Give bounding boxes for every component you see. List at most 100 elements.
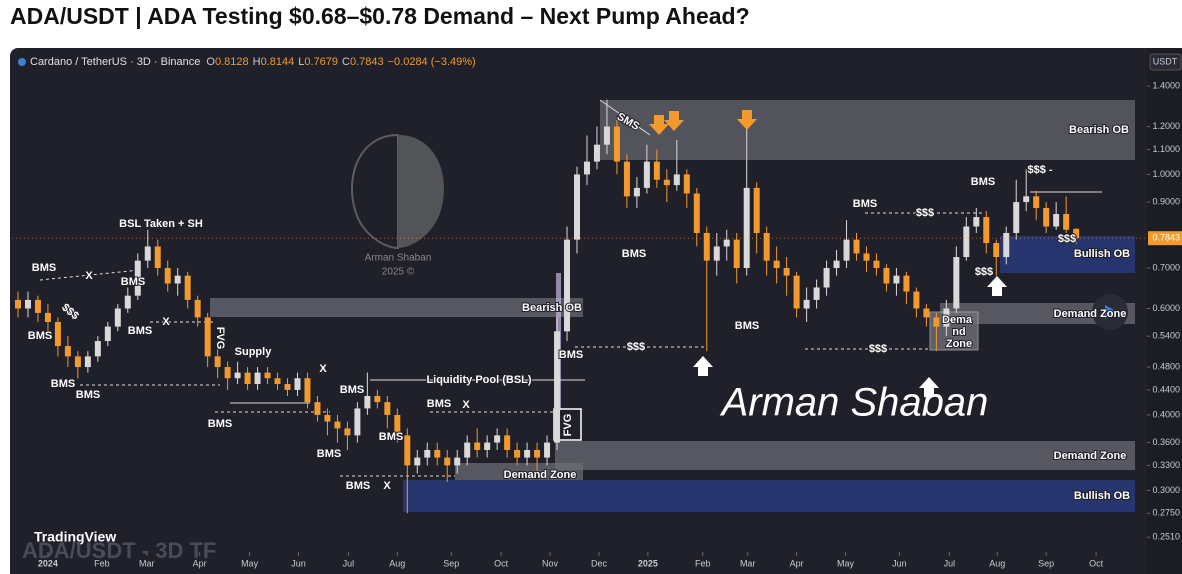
candle-body (494, 435, 501, 443)
y-tick-label: 0.2750 (1152, 508, 1180, 518)
candle-body (583, 161, 590, 175)
annotation: BMS (128, 325, 152, 337)
annotation: X (383, 480, 391, 492)
down-arrow (664, 111, 684, 131)
signature: Arman Shaban (720, 381, 989, 425)
arrows (649, 110, 1007, 397)
annotation: BMS (379, 431, 403, 443)
x-tick-label: Apr (790, 558, 804, 568)
candle-body (304, 378, 311, 403)
candle-body (873, 260, 880, 269)
annotation: BMS (559, 349, 583, 361)
zones (210, 100, 1135, 512)
candle-body (514, 449, 521, 458)
candle-body (44, 312, 51, 322)
legend-value: 0.8144 (261, 56, 295, 68)
candle-body (484, 442, 491, 450)
candle-body (264, 372, 271, 379)
candle-body (334, 421, 341, 429)
x-tick-label: May (241, 558, 259, 568)
candle-body (184, 275, 191, 300)
demand-zone (940, 303, 1135, 324)
candle-body (174, 275, 181, 284)
candle-body (823, 268, 830, 288)
candle-body (554, 331, 561, 443)
annotation: Bullish OB (1074, 248, 1130, 260)
candle-body (1033, 196, 1040, 208)
annotation: FVG (562, 414, 574, 437)
annotation: BSL Taken + SH (119, 218, 203, 230)
bearish-ob-zone (210, 298, 583, 317)
candle-body (34, 299, 41, 313)
candle-body (324, 414, 331, 422)
price-axis-panel (1147, 48, 1182, 574)
annotation: nd (952, 326, 965, 338)
x-tick-label: Feb (94, 558, 110, 568)
candle-body (244, 372, 251, 385)
y-tick-label: 1.0000 (1152, 169, 1180, 179)
y-tick-label: 0.3300 (1152, 460, 1180, 470)
watermark-year: 2025 © (382, 267, 415, 278)
candle-body (603, 126, 610, 145)
annotation: BMS (28, 330, 52, 342)
play-button[interactable] (1092, 294, 1128, 330)
axis-currency: USDT (1153, 56, 1178, 66)
candle-body (1023, 196, 1030, 203)
annotation: X (319, 363, 327, 375)
legend: Cardano / TetherUS · 3D · Binance O0.8128… (30, 56, 476, 68)
annotation: $$$ (869, 343, 887, 355)
candle-body (953, 257, 960, 309)
y-tick-label: 0.4400 (1152, 384, 1180, 394)
y-tick-label: 0.2510 (1152, 532, 1180, 542)
x-tick-label: Nov (542, 558, 559, 568)
legend-key: L (298, 56, 304, 68)
last-price-tag (1148, 231, 1182, 246)
candle-body (14, 299, 21, 309)
candle-body (164, 268, 171, 284)
annotation: Demand Zone (504, 469, 577, 481)
candle-body (374, 395, 381, 403)
play-icon[interactable] (1105, 305, 1117, 319)
up-arrow (987, 276, 1007, 296)
candle-body (703, 232, 710, 261)
candle-body (803, 299, 810, 309)
x-tick-label: Apr (193, 558, 207, 568)
x-tick-label: Mar (740, 558, 756, 568)
fvg-box (553, 408, 582, 441)
y-tick-label: 0.7000 (1152, 262, 1180, 272)
candle-body (933, 317, 940, 327)
candle-body (943, 308, 950, 327)
candle-body (1043, 207, 1050, 227)
x-tick-label: May (837, 558, 855, 568)
candle-body (623, 161, 630, 197)
annotation: BMS (317, 448, 341, 460)
legend-value: 0.8128 (215, 56, 249, 68)
annotation: X (162, 316, 170, 328)
annotation: BMS (971, 176, 995, 188)
candle-body (134, 260, 141, 296)
candle-body (813, 287, 820, 300)
annotation: $$$ - (1027, 164, 1052, 176)
x-tick-label: Jun (892, 558, 907, 568)
annotation-lines (39, 99, 1102, 477)
legend-value: 0.7843 (350, 56, 384, 68)
x-tick-label: Sep (443, 558, 459, 568)
up-arrow (693, 356, 713, 376)
candle-body (114, 308, 121, 327)
x-tick-label: Oct (1089, 558, 1104, 568)
candle-body (444, 457, 451, 466)
candle-body (833, 260, 840, 269)
annotation: $$$ (916, 207, 934, 219)
demand-zone (555, 441, 1135, 470)
annotation: BMS (208, 418, 232, 430)
candle-body (544, 442, 551, 458)
up-arrow (919, 377, 939, 397)
annotation: X (462, 399, 470, 411)
demand-zone (455, 463, 583, 485)
candle-body (693, 193, 700, 233)
candle-body (54, 321, 61, 347)
bearish-ob-zone (600, 100, 1135, 160)
candle-body (983, 217, 990, 244)
demand-zone (929, 311, 979, 351)
